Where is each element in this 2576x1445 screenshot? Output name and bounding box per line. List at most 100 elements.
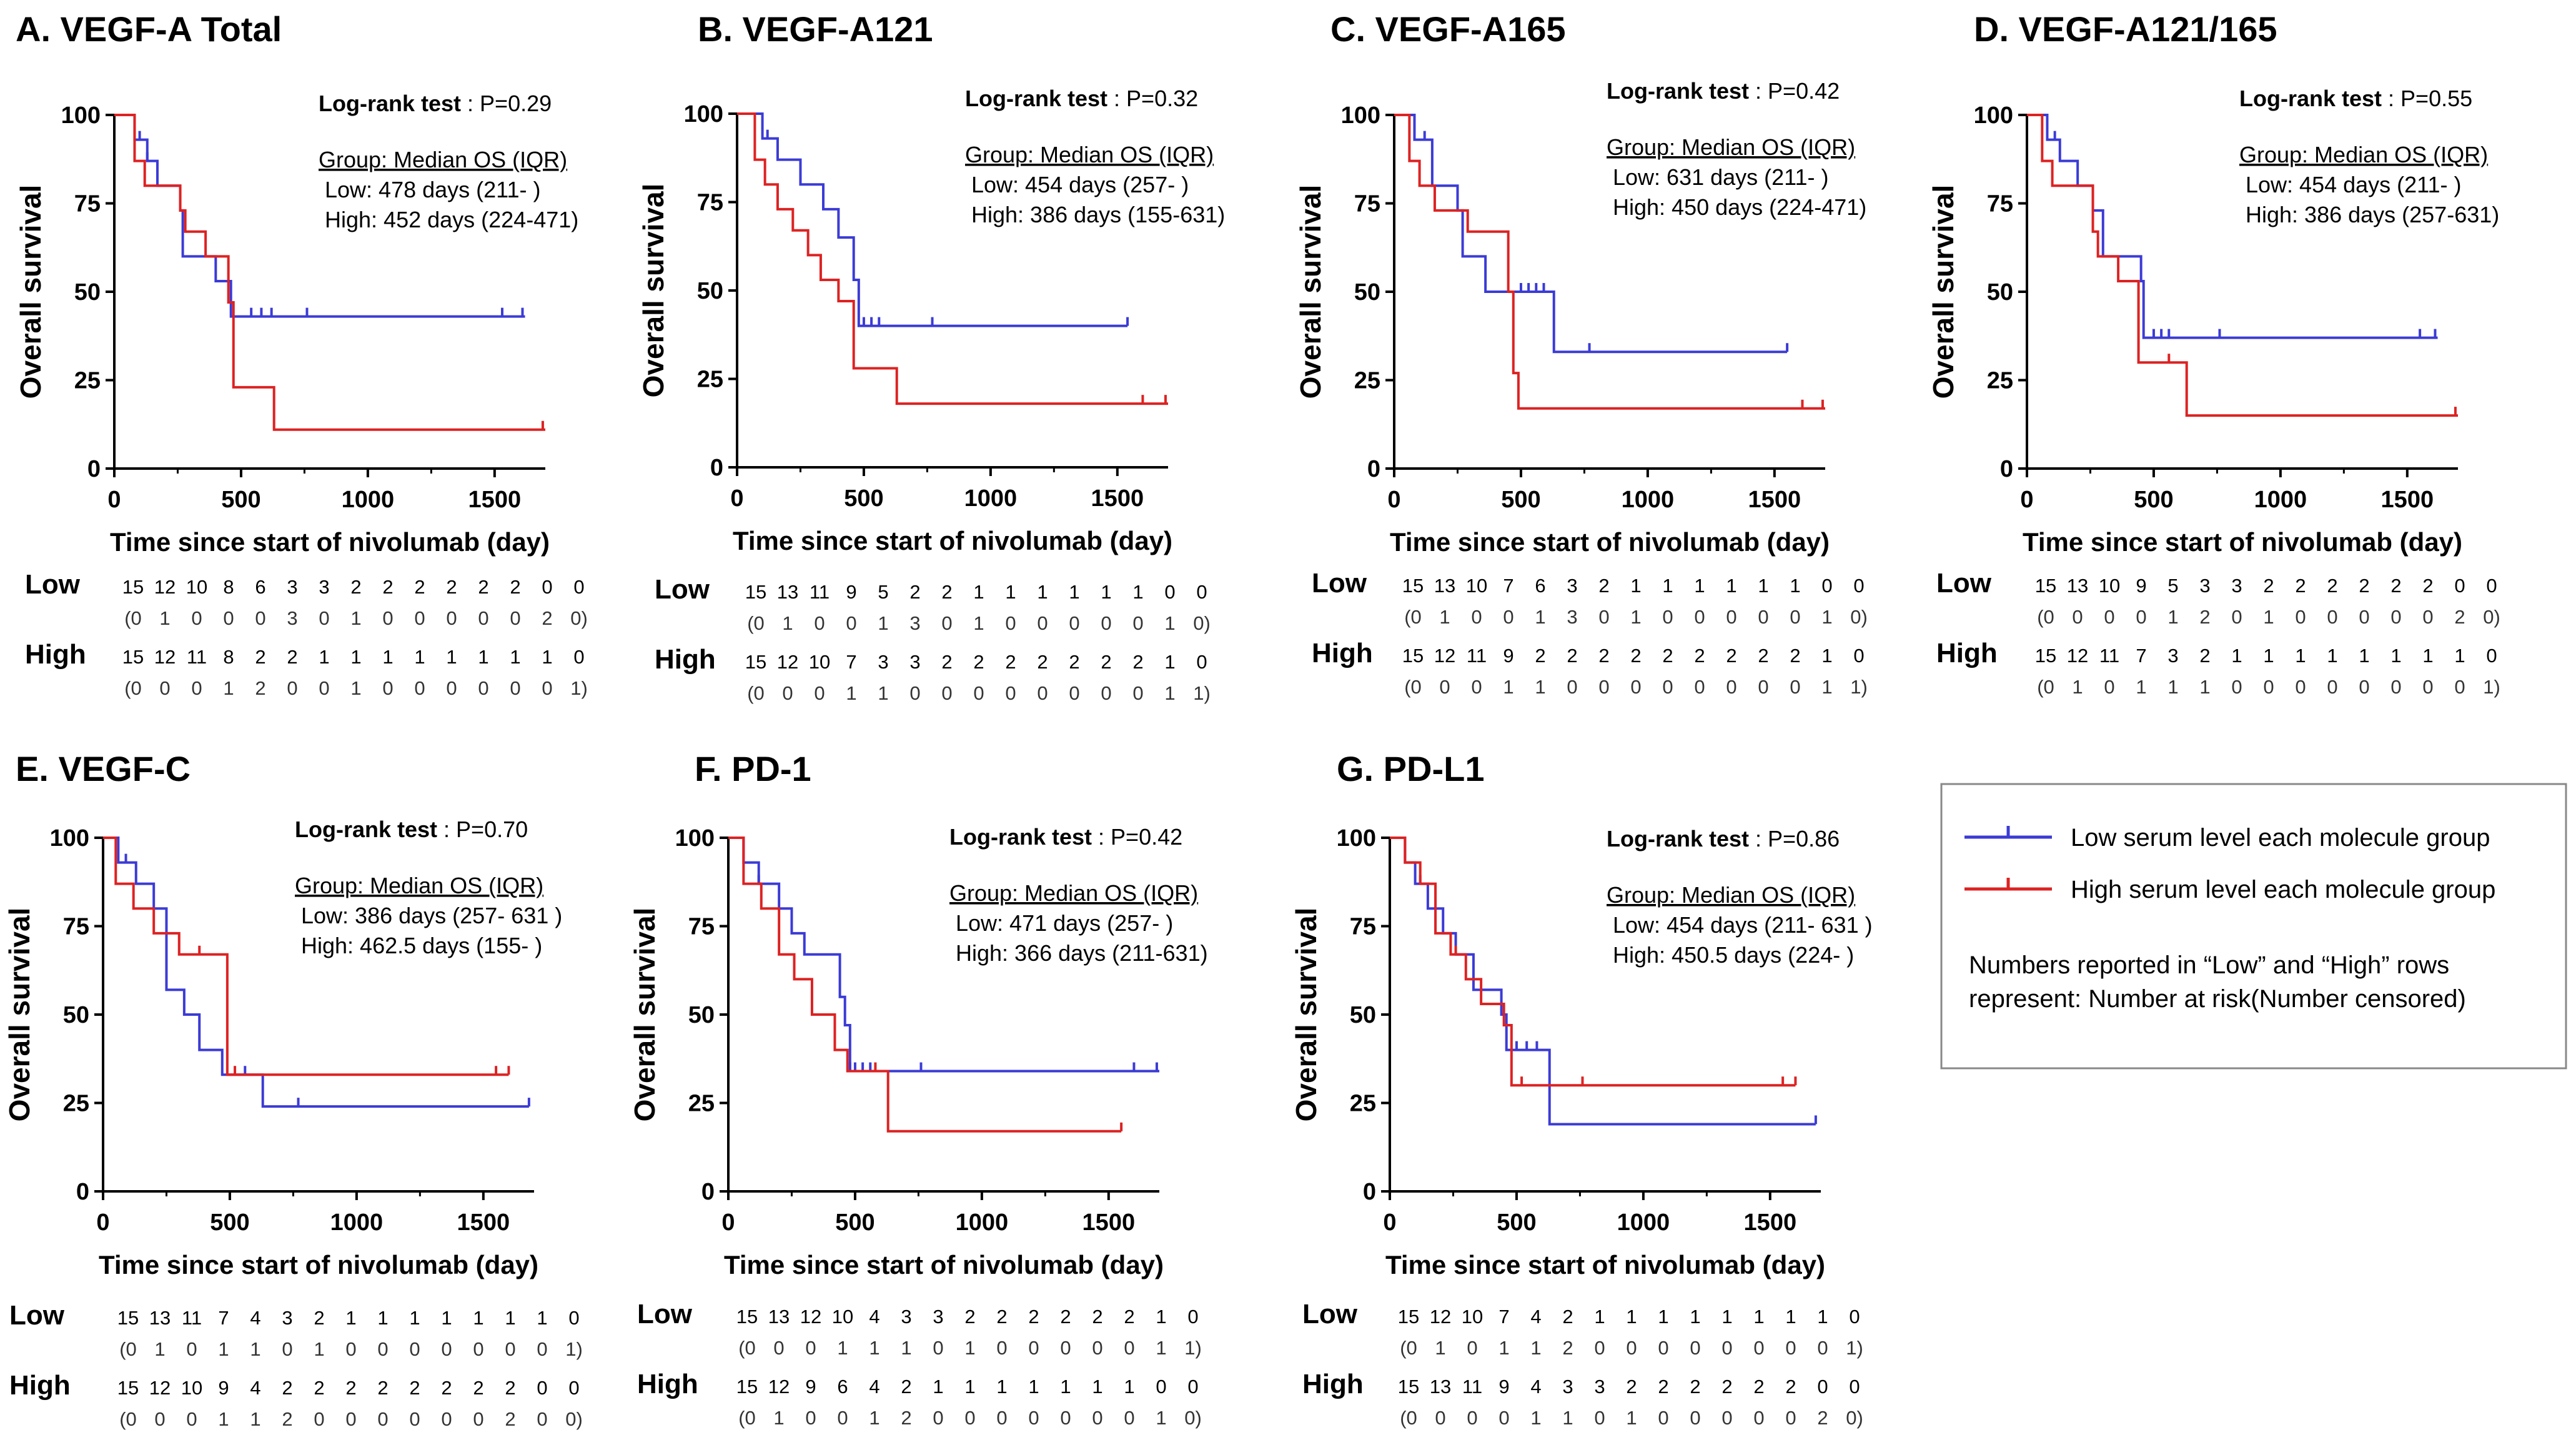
y-tick-label: 0 [710, 455, 723, 481]
risk-high-at-risk: 1 [478, 646, 488, 668]
risk-high-censored: (0 [1400, 1407, 1417, 1429]
risk-low-at-risk: 10 [832, 1306, 853, 1328]
risk-low-censored: 0 [2327, 606, 2337, 628]
median-os-high: High: 450.5 days (224- ) [1613, 942, 1854, 968]
logrank-sep: : [1749, 78, 1768, 104]
risk-low-censored: 1 [1156, 1337, 1166, 1359]
risk-low-at-risk: 1 [1817, 1306, 1828, 1328]
risk-high-at-risk: 2 [282, 1377, 292, 1399]
risk-high-censored: 0) [565, 1408, 583, 1430]
risk-low-at-risk: 5 [878, 581, 888, 603]
risk-high-at-risk: 1 [382, 646, 393, 668]
risk-low-censored: 0 [1658, 1337, 1668, 1359]
risk-low-at-risk: 13 [1434, 575, 1455, 597]
risk-low-censored: 3 [1567, 606, 1577, 628]
risk-low-at-risk: 1 [441, 1307, 452, 1329]
y-tick-label: 25 [63, 1091, 89, 1117]
y-tick-label: 0 [87, 456, 101, 482]
risk-high-at-risk: 2 [1535, 645, 1545, 667]
y-tick-label: 25 [1354, 368, 1380, 394]
x-tick-label: 0 [1387, 487, 1400, 513]
risk-high-at-risk: 12 [768, 1376, 790, 1398]
risk-high-at-risk: 2 [377, 1377, 388, 1399]
risk-high-censored: 0 [154, 1408, 165, 1430]
risk-high-censored: 0 [377, 1408, 388, 1430]
risk-high-at-risk: 13 [1430, 1376, 1451, 1398]
logrank-sep: : [461, 91, 480, 116]
risk-high-censored: 0 [1028, 1407, 1039, 1429]
risk-low-censored: 0 [409, 1338, 420, 1360]
risk-low-censored: 1 [901, 1337, 911, 1359]
risk-high-at-risk: 1 [2295, 645, 2306, 667]
risk-low-at-risk: 5 [2167, 575, 2178, 597]
risk-low-at-risk: 2 [909, 581, 920, 603]
risk-low-censored: (0 [119, 1338, 137, 1360]
y-tick-label: 75 [688, 914, 715, 940]
risk-low-censored: 1) [565, 1338, 583, 1360]
risk-high-censored: 0 [1790, 676, 1800, 698]
risk-low-censored: 1 [1499, 1337, 1509, 1359]
risk-low-at-risk: 15 [1402, 575, 1424, 597]
risk-low-at-risk: 15 [117, 1307, 139, 1329]
risk-high-at-risk: 0 [1187, 1376, 1198, 1398]
risk-low-censored: (0 [124, 607, 142, 629]
risk-high-at-risk: 0 [537, 1377, 547, 1399]
risk-low-censored: 0 [1092, 1337, 1102, 1359]
risk-high-at-risk: 7 [2136, 645, 2146, 667]
risk-low-at-risk: 6 [1535, 575, 1545, 597]
risk-low-at-risk: 8 [223, 576, 234, 598]
risk-low-censored: 0) [1850, 606, 1868, 628]
risk-low-censored: 1 [1435, 1337, 1445, 1359]
risk-high-censored: 0 [409, 1408, 420, 1430]
risk-row-low-label: Low [637, 1299, 693, 1329]
risk-high-censored: 0 [1435, 1407, 1445, 1429]
risk-high-at-risk: 2 [1626, 1376, 1637, 1398]
risk-low-censored: 0 [1594, 1337, 1605, 1359]
risk-high-censored: 0 [2104, 676, 2114, 698]
risk-high-at-risk: 1 [1124, 1376, 1134, 1398]
risk-high-censored: 1 [1164, 682, 1175, 704]
risk-low-censored: 1 [159, 607, 170, 629]
x-tick-label: 0 [1383, 1209, 1396, 1236]
median-os-high: High: 386 days (155-631) [971, 202, 1225, 227]
risk-low-at-risk: 2 [1060, 1306, 1071, 1328]
risk-high-at-risk: 2 [1630, 645, 1641, 667]
risk-low-at-risk: 1 [1156, 1306, 1166, 1328]
risk-high-at-risk: 6 [837, 1376, 848, 1398]
risk-high-censored: 0 [510, 677, 520, 699]
risk-high-censored: 0 [2231, 676, 2242, 698]
risk-high-censored: 0 [1471, 676, 1482, 698]
risk-low-censored: 0 [441, 1338, 452, 1360]
y-tick-label: 0 [1363, 1179, 1376, 1205]
risk-high-at-risk: 2 [1037, 651, 1048, 673]
median-os-high: High: 386 days (257-631) [2246, 202, 2499, 227]
y-axis-label: Overall survival [1927, 185, 1959, 399]
risk-low-censored: 0 [2136, 606, 2146, 628]
risk-high-at-risk: 2 [1598, 645, 1609, 667]
x-tick-label: 1500 [457, 1209, 510, 1236]
risk-high-at-risk: 15 [2035, 645, 2056, 667]
risk-low-censored: 3 [909, 612, 920, 634]
risk-low-at-risk: 4 [250, 1307, 260, 1329]
median-os-low: Low: 454 days (257- ) [971, 172, 1189, 197]
risk-high-censored: 0 [782, 682, 793, 704]
risk-low-at-risk: 3 [2231, 575, 2242, 597]
logrank-p: P=0.42 [1768, 78, 1840, 104]
y-axis-label: Overall survival [3, 908, 36, 1122]
risk-low-at-risk: 3 [287, 576, 297, 598]
legend-note-line1: Numbers reported in “Low” and “High” row… [1969, 951, 2449, 979]
risk-low-censored: 1) [1184, 1337, 1202, 1359]
risk-low-at-risk: 0 [573, 576, 584, 598]
legend-low-label: Low serum level each molecule group [2071, 824, 2490, 852]
risk-high-at-risk: 2 [1785, 1376, 1796, 1398]
risk-high-censored: 0 [473, 1408, 483, 1430]
y-tick-label: 0 [1367, 456, 1380, 482]
risk-high-censored: 2 [1817, 1407, 1828, 1429]
risk-high-censored: 0 [441, 1408, 452, 1430]
risk-high-censored: 0 [446, 677, 457, 699]
risk-low-censored: 0 [345, 1338, 356, 1360]
logrank-line: Log-rank test : P=0.70 [295, 817, 528, 842]
risk-low-censored: 0 [377, 1338, 388, 1360]
risk-high-at-risk: 2 [1005, 651, 1016, 673]
risk-low-at-risk: 2 [414, 576, 425, 598]
